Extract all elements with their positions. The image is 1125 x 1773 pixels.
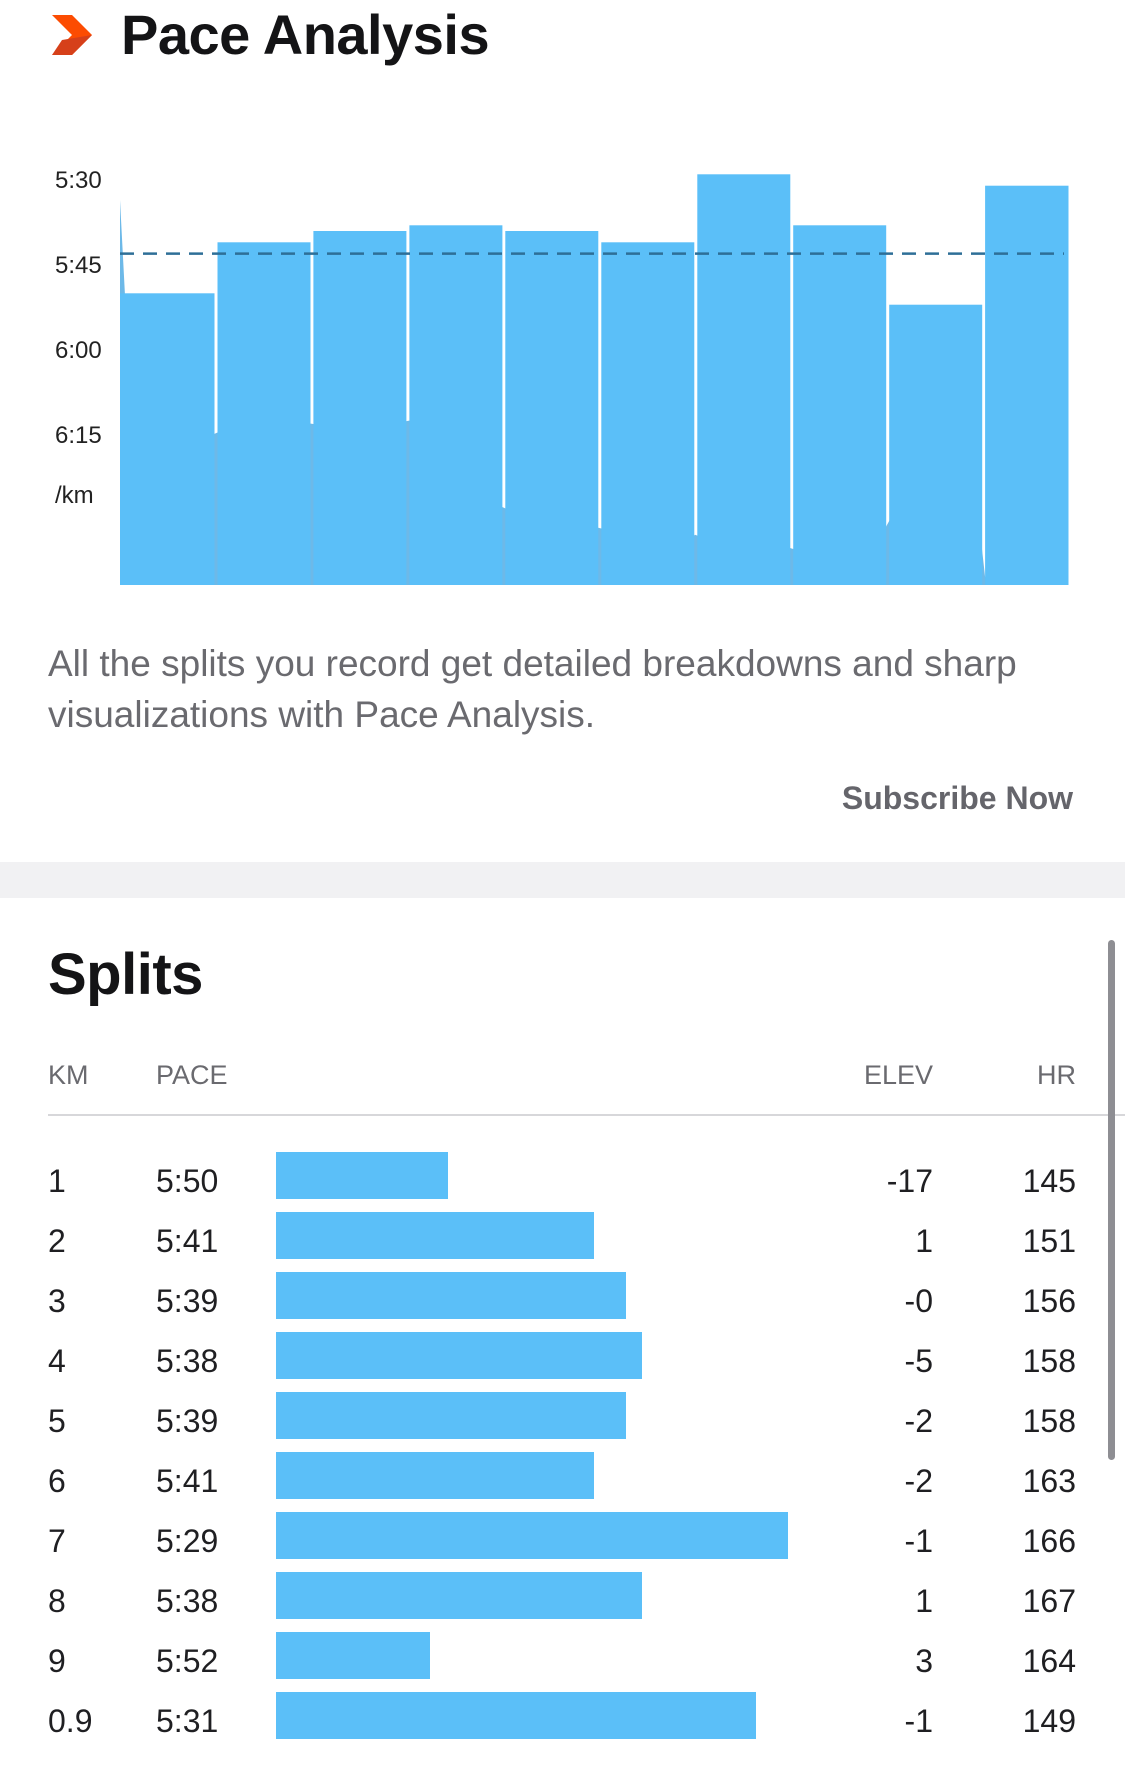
split-elev: 1 — [915, 1583, 933, 1619]
pace-bar-7 — [697, 174, 791, 586]
split-km: 6 — [48, 1463, 66, 1499]
split-km: 3 — [48, 1283, 66, 1319]
split-pace: 5:39 — [156, 1403, 219, 1439]
pace-analysis-title: Pace Analysis — [121, 3, 490, 66]
split-pace: 5:41 — [156, 1223, 219, 1259]
split-km: 7 — [48, 1523, 66, 1559]
split-pace: 5:38 — [156, 1583, 219, 1619]
split-elev: -1 — [904, 1703, 933, 1739]
split-elev: 3 — [915, 1643, 933, 1679]
splits-table-header: KM PACE ELEV HR — [0, 1060, 1125, 1100]
split-pace-bar — [276, 1212, 594, 1259]
pace-bar-6 — [601, 242, 695, 586]
split-pace-bar — [276, 1452, 594, 1499]
split-pace: 5:29 — [156, 1523, 219, 1559]
split-elev: -17 — [886, 1163, 933, 1199]
subscribe-now-button[interactable]: Subscribe Now — [841, 780, 1073, 816]
split-elev: -0 — [904, 1283, 933, 1319]
split-row: 2 5:41 1 151 — [0, 1212, 1125, 1272]
pace-bar-5 — [505, 231, 599, 585]
split-km: 9 — [48, 1643, 66, 1679]
split-hr: 156 — [1022, 1283, 1076, 1319]
y-tick-label: 5:30 — [55, 167, 102, 194]
split-elev: -2 — [904, 1403, 933, 1439]
split-row: 3 5:39 -0 156 — [0, 1272, 1125, 1332]
split-pace-bar — [276, 1632, 430, 1679]
column-header-pace: PACE — [156, 1060, 228, 1090]
split-km: 8 — [48, 1583, 66, 1619]
pace-bar-1 — [120, 293, 215, 585]
split-row: 5 5:39 -2 158 — [0, 1392, 1125, 1452]
split-hr: 163 — [1022, 1463, 1076, 1499]
split-hr: 164 — [1022, 1643, 1076, 1679]
split-pace-bar — [276, 1572, 642, 1619]
split-row: 6 5:41 -2 163 — [0, 1452, 1125, 1512]
split-hr: 145 — [1022, 1163, 1076, 1199]
split-pace-bar — [276, 1272, 626, 1319]
pace-bar-8 — [793, 225, 887, 586]
split-hr: 151 — [1022, 1223, 1076, 1259]
split-row: 1 5:50 -17 145 — [0, 1152, 1125, 1212]
split-km: 2 — [48, 1223, 66, 1259]
split-hr: 166 — [1022, 1523, 1076, 1559]
split-pace-bar — [276, 1512, 788, 1559]
split-pace-bar — [276, 1692, 756, 1739]
pace-bar-3 — [313, 231, 407, 585]
split-km: 4 — [48, 1343, 66, 1379]
y-tick-label: /km — [55, 482, 94, 509]
column-header-elev: ELEV — [863, 1060, 933, 1090]
split-pace: 5:50 — [156, 1163, 219, 1199]
split-elev: 1 — [915, 1223, 933, 1259]
split-hr: 167 — [1022, 1583, 1076, 1619]
split-hr: 158 — [1022, 1343, 1076, 1379]
split-elev: -1 — [904, 1523, 933, 1559]
pace-analysis-chart: 5:30 5:45 6:00 6:15/km — [40, 100, 1085, 600]
split-pace: 5:38 — [156, 1343, 219, 1379]
split-elev: -5 — [904, 1343, 933, 1379]
pace-bar-4 — [409, 225, 503, 586]
section-separator — [0, 862, 1125, 898]
header-divider — [48, 1114, 1125, 1116]
split-pace-bar — [276, 1332, 642, 1379]
scrollbar-thumb[interactable] — [1108, 940, 1115, 1460]
split-pace: 5:52 — [156, 1643, 219, 1679]
splits-title: Splits — [48, 942, 203, 1007]
split-row: 9 5:52 3 164 — [0, 1632, 1125, 1692]
splits-table-body: 1 5:50 -17 145 2 5:41 1 151 3 5:39 -0 15… — [0, 1152, 1125, 1752]
split-row: 8 5:38 1 167 — [0, 1572, 1125, 1632]
pace-bar-0.9 — [985, 185, 1069, 585]
split-km: 0.9 — [48, 1703, 93, 1739]
pace-bar-2 — [217, 242, 311, 586]
split-km: 1 — [48, 1163, 66, 1199]
split-row: 4 5:38 -5 158 — [0, 1332, 1125, 1392]
chevron-right-icon — [52, 15, 92, 55]
y-tick-label: 5:45 — [55, 252, 102, 279]
split-pace-bar — [276, 1392, 626, 1439]
split-km: 5 — [48, 1403, 66, 1439]
pace-chart-svg: 5:30 5:45 6:00 6:15/km — [55, 167, 1069, 586]
split-elev: -2 — [904, 1463, 933, 1499]
y-tick-label: 6:15 — [55, 422, 102, 449]
pace-bar-9 — [889, 304, 983, 585]
split-pace: 5:31 — [156, 1703, 219, 1739]
column-header-km: KM — [48, 1060, 89, 1090]
split-hr: 158 — [1022, 1403, 1076, 1439]
column-header-hr: HR — [1037, 1060, 1076, 1090]
pace-analysis-header: Pace Analysis — [50, 0, 490, 70]
split-hr: 149 — [1022, 1703, 1076, 1739]
pace-analysis-description: All the splits you record get detailed b… — [48, 643, 1017, 735]
split-row: 7 5:29 -1 166 — [0, 1512, 1125, 1572]
split-pace: 5:41 — [156, 1463, 219, 1499]
split-pace: 5:39 — [156, 1283, 219, 1319]
split-row: 0.9 5:31 -1 149 — [0, 1692, 1125, 1752]
y-tick-label: 6:00 — [55, 337, 102, 364]
split-pace-bar — [276, 1152, 448, 1199]
